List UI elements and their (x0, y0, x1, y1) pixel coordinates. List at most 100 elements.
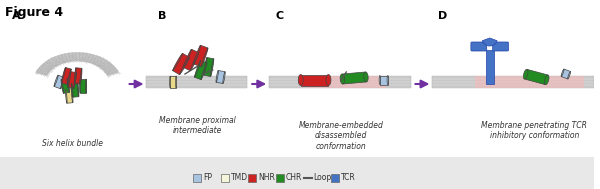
Bar (183, 49, 199, 71)
Polygon shape (89, 55, 94, 63)
Ellipse shape (67, 79, 70, 92)
FancyBboxPatch shape (475, 76, 584, 88)
Ellipse shape (61, 80, 64, 93)
Polygon shape (68, 53, 71, 61)
Polygon shape (95, 58, 103, 65)
Polygon shape (67, 53, 70, 61)
Ellipse shape (71, 83, 73, 97)
Ellipse shape (340, 74, 344, 84)
FancyBboxPatch shape (471, 42, 487, 51)
Polygon shape (43, 63, 53, 69)
Polygon shape (56, 56, 62, 64)
Bar (380, 75, 388, 84)
Polygon shape (93, 56, 100, 64)
Text: Loop: Loop (314, 174, 332, 183)
Polygon shape (101, 62, 110, 69)
Polygon shape (105, 68, 116, 73)
Polygon shape (49, 59, 57, 66)
Bar (204, 57, 214, 77)
Polygon shape (85, 53, 88, 62)
Bar (68, 72, 77, 88)
Text: Membrane penetrating TCR
inhibitory conformation: Membrane penetrating TCR inhibitory conf… (481, 121, 587, 140)
Ellipse shape (201, 63, 207, 80)
Polygon shape (48, 60, 56, 67)
Text: C: C (275, 11, 283, 21)
Polygon shape (37, 70, 47, 75)
Bar (61, 79, 70, 93)
Polygon shape (50, 59, 58, 66)
Polygon shape (54, 57, 61, 64)
Polygon shape (82, 53, 85, 61)
Bar (276, 174, 284, 182)
Ellipse shape (216, 70, 218, 82)
Ellipse shape (201, 48, 208, 67)
Ellipse shape (183, 49, 191, 67)
Ellipse shape (77, 83, 79, 97)
Polygon shape (65, 53, 69, 62)
Bar (80, 79, 86, 93)
Polygon shape (52, 58, 59, 65)
Bar (74, 68, 82, 84)
Polygon shape (59, 55, 64, 63)
Polygon shape (88, 54, 92, 62)
Bar (524, 69, 548, 85)
Text: TMD: TMD (230, 174, 248, 183)
Polygon shape (104, 67, 115, 72)
Polygon shape (42, 64, 52, 70)
Ellipse shape (65, 89, 67, 103)
Polygon shape (60, 55, 65, 63)
Polygon shape (47, 60, 56, 67)
Polygon shape (102, 64, 112, 69)
Polygon shape (36, 71, 47, 75)
Polygon shape (106, 70, 118, 74)
Polygon shape (61, 54, 66, 63)
Bar (221, 174, 229, 182)
Wedge shape (482, 38, 497, 46)
Ellipse shape (223, 72, 225, 84)
Polygon shape (66, 53, 70, 62)
Polygon shape (76, 53, 77, 61)
Polygon shape (79, 53, 80, 61)
Polygon shape (103, 65, 113, 71)
Polygon shape (50, 58, 58, 66)
Bar (170, 76, 176, 88)
Polygon shape (83, 53, 86, 61)
Text: FP: FP (203, 174, 212, 183)
Bar (248, 174, 256, 182)
Ellipse shape (203, 57, 207, 75)
Ellipse shape (568, 71, 571, 79)
Polygon shape (77, 53, 78, 61)
Polygon shape (41, 65, 52, 70)
Ellipse shape (326, 74, 331, 85)
Bar (216, 70, 225, 84)
Text: CHR: CHR (286, 174, 302, 183)
Polygon shape (62, 54, 67, 62)
Ellipse shape (80, 68, 82, 84)
Polygon shape (100, 61, 109, 68)
Ellipse shape (190, 53, 199, 71)
Polygon shape (91, 55, 97, 63)
Polygon shape (37, 69, 49, 74)
Ellipse shape (68, 72, 71, 87)
Polygon shape (101, 63, 111, 69)
Ellipse shape (379, 75, 380, 84)
Polygon shape (70, 53, 73, 61)
Polygon shape (106, 69, 117, 74)
Polygon shape (55, 56, 62, 64)
Polygon shape (69, 53, 72, 61)
Ellipse shape (364, 72, 368, 82)
Polygon shape (94, 57, 101, 65)
Polygon shape (81, 53, 83, 61)
Ellipse shape (194, 45, 200, 64)
Ellipse shape (67, 69, 71, 84)
Bar (71, 83, 79, 97)
Polygon shape (40, 67, 50, 72)
Polygon shape (46, 61, 55, 68)
Ellipse shape (561, 69, 564, 77)
Polygon shape (90, 55, 95, 63)
Text: Figure 4: Figure 4 (5, 6, 63, 19)
Polygon shape (106, 68, 116, 73)
Ellipse shape (173, 53, 182, 71)
Polygon shape (53, 57, 60, 65)
Polygon shape (107, 72, 119, 76)
